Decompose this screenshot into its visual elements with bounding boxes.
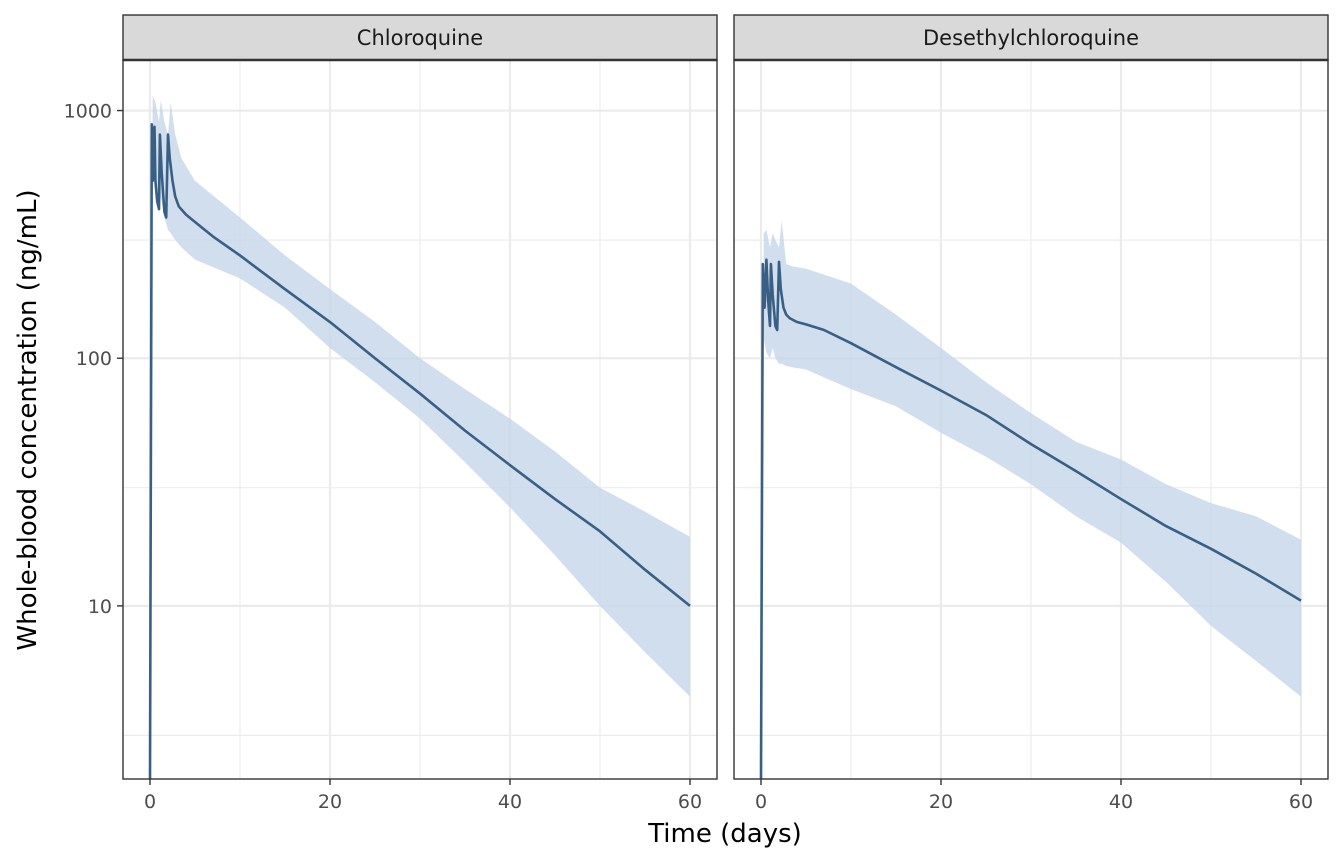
y-axis-title: Whole-blood concentration (ng/mL) (13, 189, 43, 650)
prediction-band-0 (761, 220, 1301, 779)
x-tick-label: 60 (1289, 791, 1313, 813)
facet-strip (733, 14, 1329, 61)
facet-strip (122, 14, 718, 61)
x-tick-label: 20 (929, 791, 953, 813)
x-tick-label: 20 (318, 791, 342, 813)
prediction-band-0 (150, 95, 690, 779)
x-tick-label: 40 (1109, 791, 1133, 813)
x-tick-label: 0 (755, 791, 767, 813)
y-tick-label: 100 (76, 348, 112, 370)
y-tick-label: 10 (88, 596, 112, 618)
facet-panel-0: Chloroquine 0 20 40 60 10 100 1000 (64, 14, 718, 813)
x-tick-label: 60 (678, 791, 702, 813)
median-line-0 (148, 123, 691, 780)
median-line-0 (759, 258, 1302, 780)
y-tick-label: 1000 (64, 101, 112, 123)
facet-strip-label: Desethylchloroquine (923, 26, 1139, 50)
facet-strip-label: Chloroquine (357, 26, 483, 50)
x-tick-label: 40 (498, 791, 522, 813)
x-axis-title: Time (days) (647, 819, 802, 849)
x-tick-label: 0 (144, 791, 156, 813)
facet-panels: Chloroquine 0 20 40 60 10 100 1000 Desethylchlor… (64, 14, 1329, 813)
facet-panel-1: Desethylchloroquine 0 20 40 60 (733, 14, 1329, 813)
